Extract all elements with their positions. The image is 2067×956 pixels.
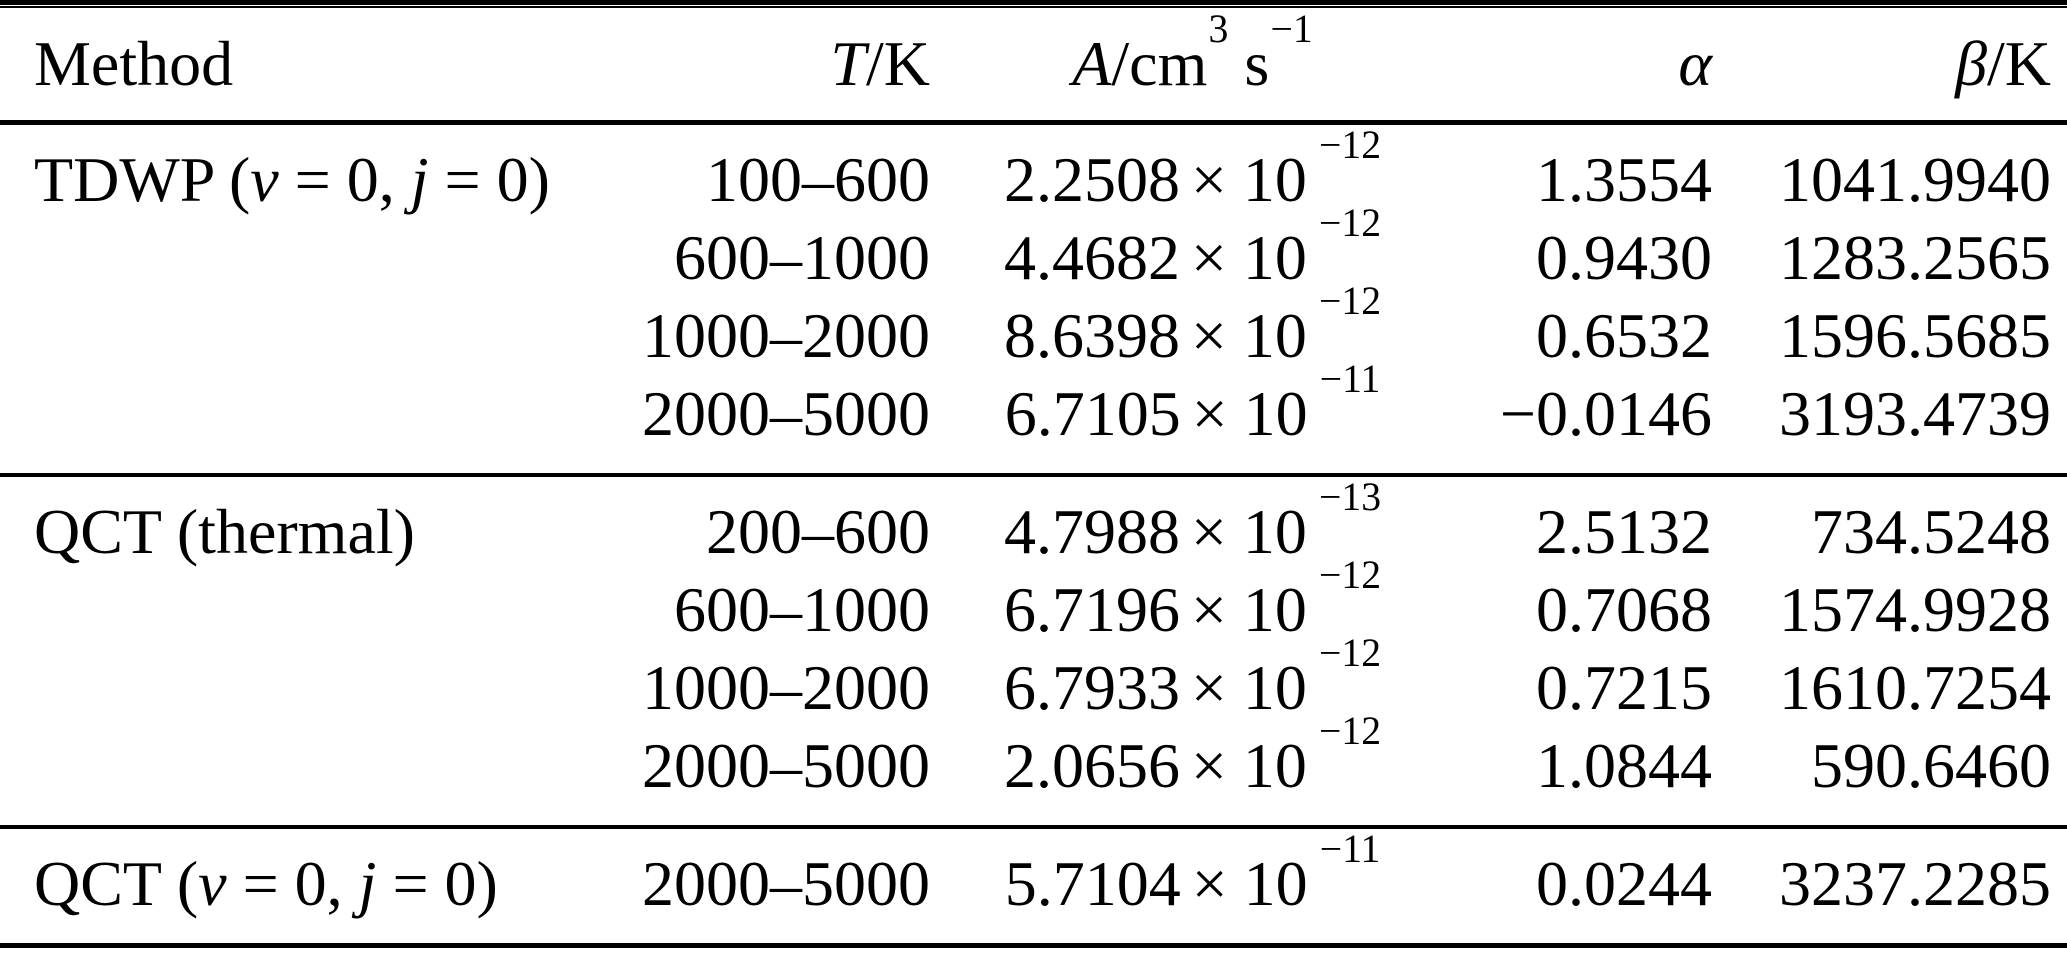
arrhenius-parameters-table: Method T/K A/cm3 s−1 α β/K TDWP (v = 0, …: [0, 8, 2067, 948]
cell-A-value: 6.7196 × 10 −12: [1003, 553, 1382, 646]
cell-beta-value: 734.5248: [1811, 496, 2051, 568]
cell-alpha-value: 0.6532: [1536, 300, 1712, 372]
cell-beta-value: 1610.7254: [1779, 652, 2051, 724]
cell-alpha-value: 0.0244: [1536, 848, 1712, 920]
cell-method: [0, 727, 640, 829]
cell-alpha-value: −0.0146: [1445, 375, 1720, 477]
cell-temperature-range: 200–600: [706, 496, 930, 568]
cell-A-value: 2.2508 × 10 −12: [1003, 123, 1382, 216]
cell-beta-value: 1283.2565: [1779, 222, 2051, 294]
cell-A-value: 4.4682 × 10 −12: [1003, 201, 1382, 294]
cell-alpha-value: 0.7215: [1536, 652, 1712, 724]
col-header-beta: β/K: [1720, 8, 2067, 125]
cell-beta-value: 1596.5685: [1779, 300, 2051, 372]
table-row: 1000–2000 8.6398 × 10 −12 0.6532 1596.5685: [0, 279, 2067, 375]
cell-method: [0, 219, 640, 297]
cell-alpha-value: 0.7068: [1536, 574, 1712, 646]
table-row: TDWP (v = 0, j = 0) 100–600 2.2508 × 10 −1…: [0, 123, 2067, 220]
table-top-rule: [0, 0, 2067, 8]
col-header-method: Method: [0, 8, 640, 125]
col-header-temperature: T/K: [640, 8, 940, 125]
cell-alpha-value: 1.0844: [1445, 727, 1720, 829]
table-row: 2000–5000 2.0656 × 10 −12 1.0844 590.6460: [0, 712, 2067, 829]
cell-alpha-value: 1.3554: [1536, 144, 1712, 216]
table-row: QCT (thermal) 200–600 4.7988 × 10 −13 2.51…: [0, 475, 2067, 571]
cell-temperature-range: 100–600: [706, 144, 930, 216]
cell-beta-value: 3193.4739: [1720, 375, 2067, 477]
cell-A-value: 4.7988 × 10 −13: [1003, 475, 1382, 568]
cell-temperature-range: 1000–2000: [642, 652, 930, 724]
cell-A-value: 8.6398 × 10 −12: [1003, 279, 1382, 372]
cell-temperature-range: 2000–5000: [640, 727, 940, 829]
cell-method: TDWP (v = 0, j = 0): [34, 144, 550, 216]
cell-A-value: 6.7105 × 10 −11: [940, 360, 1445, 477]
cell-method: [0, 571, 640, 649]
cell-method: [0, 649, 640, 727]
cell-method: [0, 375, 640, 477]
cell-A-value: 6.7933 × 10 −12: [1003, 631, 1382, 724]
cell-beta-value: 1574.9928: [1779, 574, 2051, 646]
cell-temperature-range: 2000–5000: [640, 375, 940, 477]
cell-method: [0, 297, 640, 375]
cell-method: QCT (thermal): [34, 496, 415, 568]
table-row: 1000–2000 6.7933 × 10 −12 0.7215 1610.7254: [0, 631, 2067, 727]
table-row: QCT (v = 0, j = 0) 2000–5000 5.7104 × 10−…: [0, 827, 2067, 946]
group-qct-v0-j0: QCT (v = 0, j = 0) 2000–5000 5.7104 × 10−…: [0, 827, 2067, 946]
cell-temperature-range: 2000–5000: [642, 848, 930, 920]
cell-beta-value: 1041.9940: [1779, 144, 2051, 216]
table-row: 2000–5000 6.7105 × 10 −11 −0.0146 3193.473…: [0, 360, 2067, 477]
cell-A-value: 5.7104 × 10 −11: [1004, 827, 1381, 920]
cell-temperature-range: 1000–2000: [642, 300, 930, 372]
table-row: 600–1000 4.4682 × 10 −12 0.9430 1283.2565: [0, 201, 2067, 297]
cell-method: QCT (v = 0, j = 0): [34, 848, 498, 920]
header-row: Method T/K A/cm3 s−1 α β/K: [0, 8, 2067, 125]
cell-beta-value: 590.6460: [1720, 727, 2067, 829]
group-tdwp: TDWP (v = 0, j = 0) 100–600 2.2508 × 10 −1…: [0, 123, 2067, 477]
cell-temperature-range: 600–1000: [674, 222, 930, 294]
cell-A-value: 2.0656 × 10 −12: [940, 712, 1445, 829]
table-row: 600–1000 6.7196 × 10 −12 0.7068 1574.9928: [0, 553, 2067, 649]
col-header-A-coefficient: A/cm3 s−1: [940, 8, 1445, 125]
cell-alpha-value: 2.5132: [1536, 496, 1712, 568]
cell-alpha-value: 0.9430: [1536, 222, 1712, 294]
col-header-alpha: α: [1445, 8, 1720, 125]
cell-temperature-range: 600–1000: [674, 574, 930, 646]
cell-beta-value: 3237.2285: [1779, 848, 2051, 920]
table-header: Method T/K A/cm3 s−1 α β/K: [0, 8, 2067, 125]
group-qct-thermal: QCT (thermal) 200–600 4.7988 × 10 −13 2.51…: [0, 475, 2067, 829]
